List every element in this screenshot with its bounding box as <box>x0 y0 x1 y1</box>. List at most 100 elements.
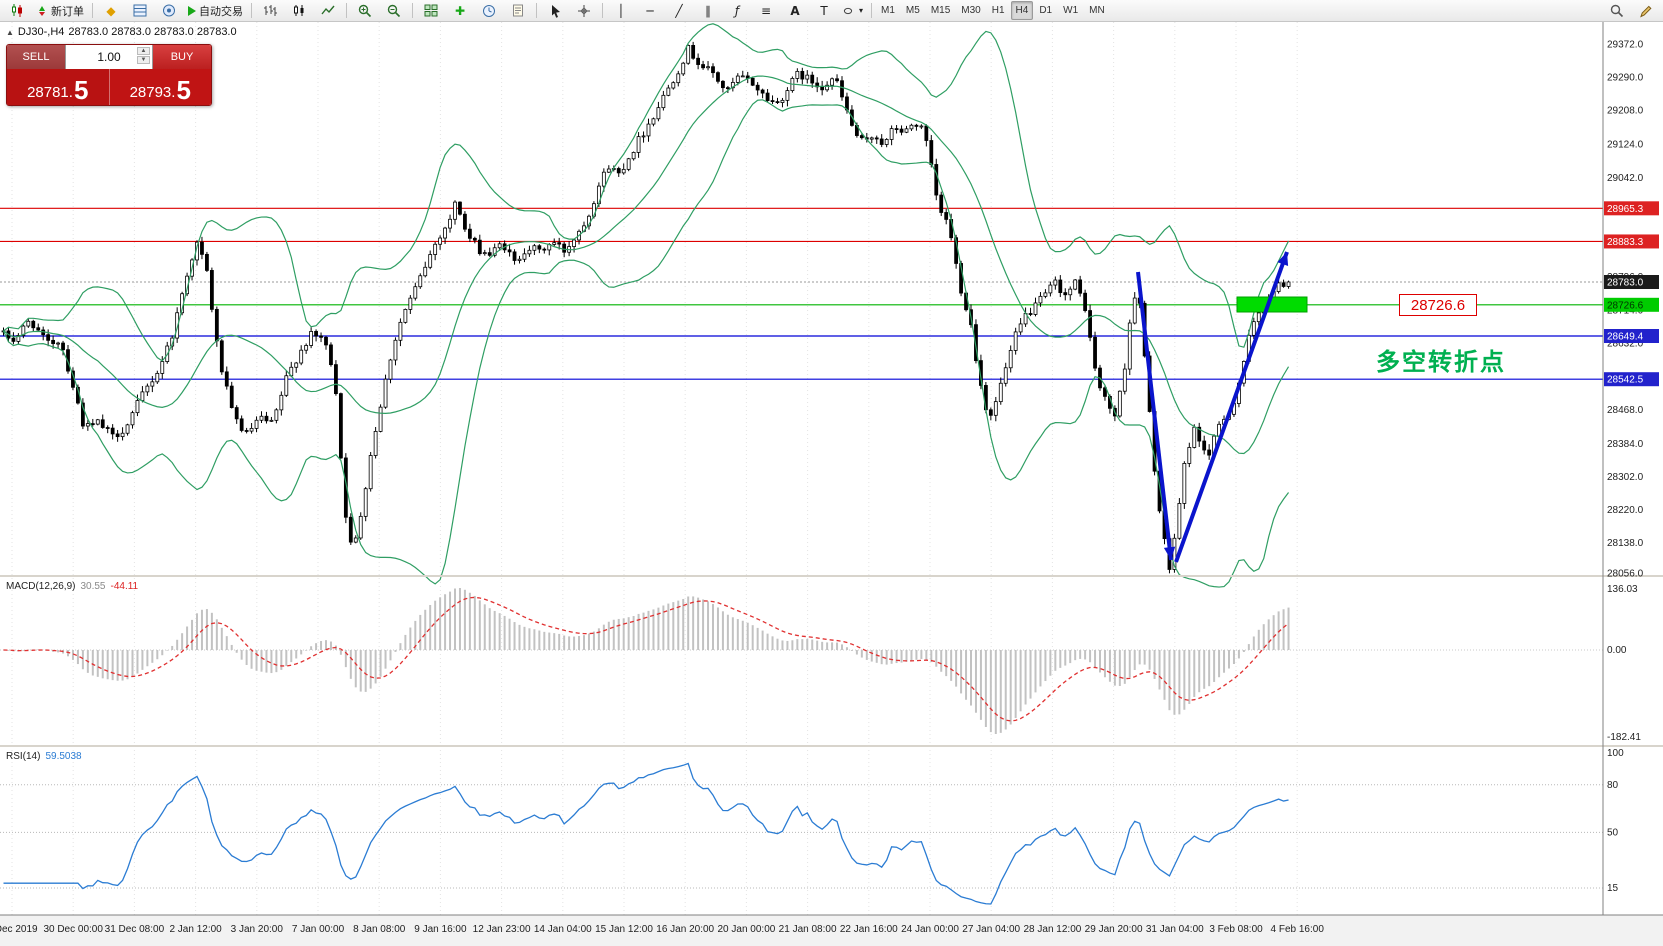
data-window-icon[interactable] <box>126 0 154 21</box>
vertical-line-tool-icon[interactable]: │ <box>617 3 625 18</box>
sell-button[interactable]: SELL <box>7 45 65 69</box>
toolbar-separator <box>346 3 347 18</box>
trend-arrow-line[interactable] <box>1174 251 1289 563</box>
candle-body <box>929 140 934 165</box>
price-callout-box[interactable]: 28726.6 <box>1399 294 1477 316</box>
pane-splitter[interactable] <box>0 745 1663 747</box>
candle-chart-type-icon[interactable] <box>285 0 313 21</box>
candle-body <box>1122 368 1127 392</box>
bollinger-upper[interactable] <box>3 23 1290 362</box>
pane-splitter[interactable] <box>0 575 1663 577</box>
candle-body <box>170 337 175 347</box>
toolbar-separator <box>92 3 93 18</box>
rsi-axis-label: 15 <box>1607 883 1619 894</box>
rsi-value: 59.5038 <box>45 751 82 762</box>
candle-body <box>750 77 755 86</box>
candle-body <box>448 218 452 229</box>
price-axis-label: 28056.0 <box>1607 569 1644 580</box>
timeframe-m15-button[interactable]: M15 <box>930 5 951 16</box>
chart-window-icon[interactable] <box>3 0 31 21</box>
volume-up-button[interactable]: ▲ <box>137 47 150 55</box>
candle-body <box>1172 537 1177 570</box>
timeframe-m5-button[interactable]: M5 <box>905 5 920 16</box>
candle-body <box>458 201 462 215</box>
candle-body <box>616 168 621 174</box>
fibonacci-tool-icon[interactable]: ƒ <box>734 3 740 18</box>
timeframe-h4-button[interactable]: H4 <box>1010 1 1034 20</box>
timeframe-h1-button[interactable]: H1 <box>991 5 1005 16</box>
ohlc-values: 28783.0 28783.0 28783.0 28783.0 <box>68 26 237 38</box>
periods-clock-icon[interactable] <box>475 0 503 21</box>
shapes-tool-icon[interactable]: ▾ <box>839 0 867 21</box>
text-tool-icon[interactable]: A <box>790 3 800 18</box>
candle-body <box>601 171 606 187</box>
candle-body <box>378 406 383 432</box>
time-axis-strip[interactable] <box>0 915 1663 946</box>
horizontal-line-tool-icon[interactable]: ─ <box>646 3 654 18</box>
zoom-out-icon[interactable] <box>380 0 408 21</box>
candle-body <box>100 419 105 428</box>
candle-body <box>755 84 760 91</box>
candle-body <box>552 242 557 245</box>
search-icon[interactable] <box>1603 0 1631 21</box>
candle-body <box>691 45 696 59</box>
candle-body <box>959 263 963 294</box>
navigator-icon[interactable] <box>155 0 183 21</box>
templates-icon[interactable] <box>504 0 532 21</box>
zoom-in-icon[interactable] <box>351 0 379 21</box>
candle-body <box>517 258 522 261</box>
cursor-icon[interactable] <box>541 0 569 21</box>
autotrade-button[interactable]: 自动交易 <box>184 1 247 20</box>
candle-body <box>1202 440 1207 451</box>
market-watch-icon[interactable]: ◆ <box>106 3 116 18</box>
candle-body <box>974 324 978 362</box>
bar-chart-type-icon[interactable] <box>256 0 284 21</box>
tile-windows-icon[interactable] <box>417 0 445 21</box>
candle-body <box>1038 295 1043 304</box>
bollinger-middle[interactable] <box>3 75 1290 455</box>
candle-body <box>438 237 443 245</box>
candle-body <box>522 253 527 260</box>
candle-body <box>716 72 720 82</box>
timeframe-d1-button[interactable]: D1 <box>1039 5 1053 16</box>
price-axis-label: 28220.0 <box>1607 505 1644 516</box>
price-axis-strip[interactable] <box>1603 22 1663 915</box>
candle-body <box>408 297 413 310</box>
timeframe-mn-button[interactable]: MN <box>1089 5 1105 16</box>
candle-body <box>145 385 150 393</box>
volume-down-button[interactable]: ▼ <box>137 56 150 64</box>
candle-body <box>512 251 517 261</box>
sell-price-button[interactable]: 28781. 5 <box>7 69 110 105</box>
candle-body <box>443 227 447 239</box>
candle-body <box>820 86 825 91</box>
grid-tool-icon[interactable]: ≡ <box>760 3 772 18</box>
channel-tool-icon[interactable]: ∥ <box>705 3 711 18</box>
trend-arrow-line[interactable] <box>1136 271 1173 561</box>
volume-field[interactable]: 1.00 ▲ ▼ <box>65 45 153 69</box>
candle-body <box>988 409 993 416</box>
bollinger-lower[interactable] <box>2 99 1290 588</box>
candle-body <box>16 335 21 342</box>
trade-panel-top-row: SELL 1.00 ▲ ▼ BUY <box>7 45 211 69</box>
line-chart-type-icon[interactable] <box>314 0 342 21</box>
label-tool-icon[interactable]: T <box>820 3 828 18</box>
buy-button[interactable]: BUY <box>153 45 211 69</box>
crosshair-icon[interactable] <box>570 0 598 21</box>
buy-price-button[interactable]: 28793. 5 <box>129 75 191 105</box>
collapse-arrow-icon[interactable]: ▲ <box>6 27 14 37</box>
new-order-button[interactable]: 新订单 <box>32 1 88 20</box>
trendline-tool-icon[interactable]: ╱ <box>675 3 683 18</box>
candle-body <box>532 245 537 251</box>
candle-body <box>418 275 423 288</box>
candle-body <box>681 62 686 75</box>
timeframe-m1-button[interactable]: M1 <box>881 5 895 16</box>
edit-pencil-icon[interactable] <box>1632 0 1660 21</box>
timeframe-w1-button[interactable]: W1 <box>1063 5 1079 16</box>
candle-body <box>11 337 16 342</box>
indicators-add-icon[interactable]: ✚ <box>454 3 466 18</box>
time-label: 16 Jan 20:00 <box>656 924 714 935</box>
timeframe-m30-button[interactable]: M30 <box>961 5 981 16</box>
candle-body <box>631 152 636 160</box>
